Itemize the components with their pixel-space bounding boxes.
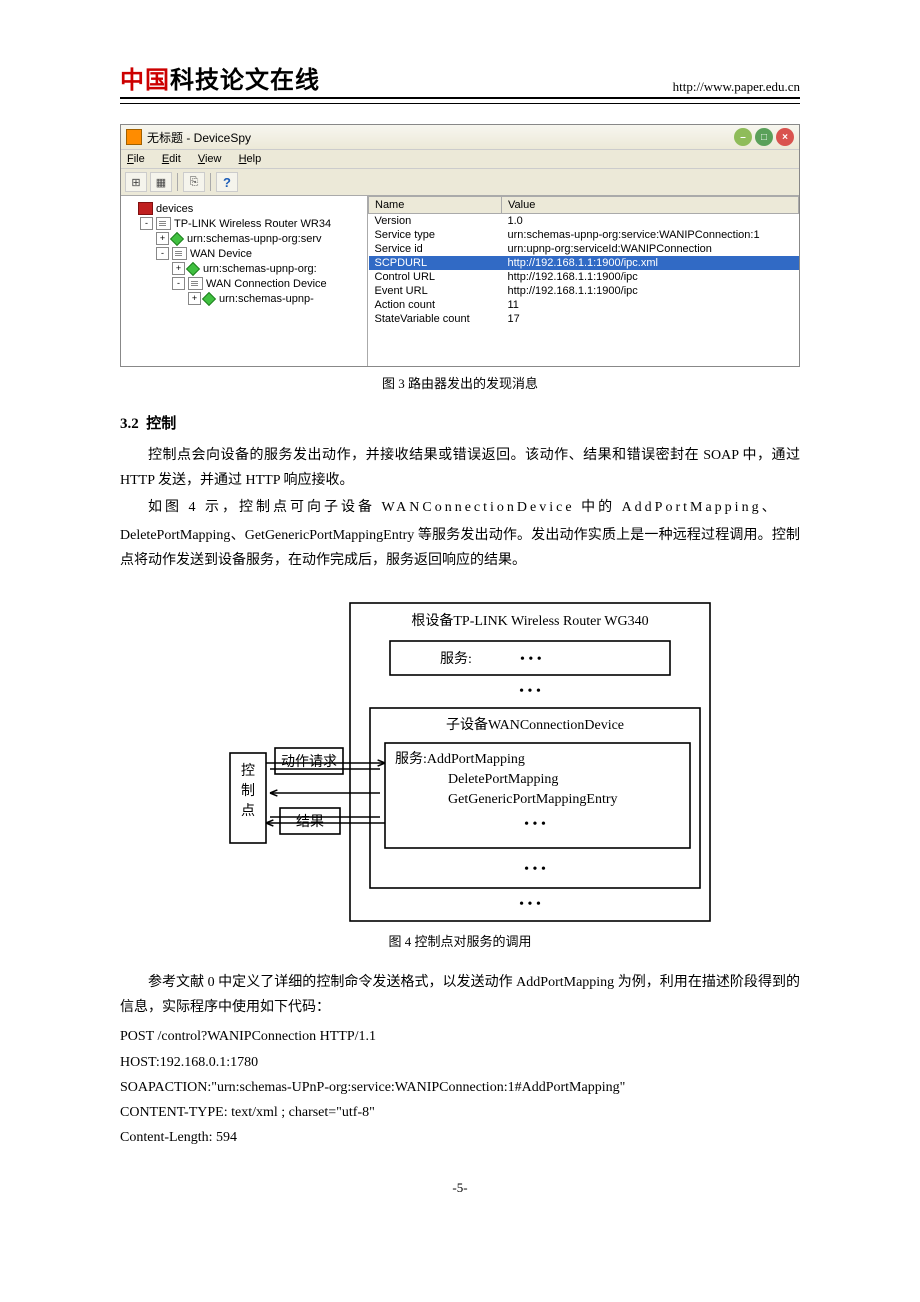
svg-text:GetGenericPortMappingEntry: GetGenericPortMappingEntry xyxy=(448,792,618,807)
section-heading-3-2: 3.2 控制 xyxy=(120,412,800,433)
tool-copy-icon[interactable]: ⎘ xyxy=(183,172,205,192)
tool-help-icon[interactable]: ? xyxy=(216,172,238,192)
maximize-button[interactable]: □ xyxy=(755,128,773,146)
table-row[interactable]: SCPDURLhttp://192.168.1.1:1900/ipc.xml xyxy=(369,256,799,270)
svg-text:DeletePortMapping: DeletePortMapping xyxy=(448,772,558,787)
menu-bar: File Edit View Help xyxy=(121,150,799,169)
menu-view[interactable]: View xyxy=(198,153,222,165)
tree-node[interactable]: -WAN Connection Device xyxy=(124,276,364,291)
tree-node[interactable]: +urn:schemas-upnp- xyxy=(124,291,364,306)
site-logo: 中国科技论文在线 xyxy=(120,60,320,95)
window-titlebar: 无标题 - DeviceSpy – □ × xyxy=(121,125,799,150)
code-block: POST /control?WANIPConnection HTTP/1.1HO… xyxy=(120,1024,800,1150)
svg-text:服务:AddPortMapping: 服务:AddPortMapping xyxy=(395,751,525,767)
svg-text:点: 点 xyxy=(241,803,255,819)
menu-help[interactable]: Help xyxy=(239,153,262,165)
svg-text:制: 制 xyxy=(241,783,255,799)
svg-text:• • •: • • • xyxy=(519,684,541,699)
svg-text:• • •: • • • xyxy=(524,817,546,832)
header-rule-thick xyxy=(120,97,800,99)
col-name[interactable]: Name xyxy=(369,197,502,214)
svg-text:根设备TP-LINK Wireless Router WG3: 根设备TP-LINK Wireless Router WG340 xyxy=(411,612,648,629)
table-row[interactable]: Action count11 xyxy=(369,298,799,312)
paragraph: 如图 4 示，控制点可向子设备 WANConnectionDevice 中的 A… xyxy=(120,495,800,520)
table-row[interactable]: Service typeurn:schemas-upnp-org:service… xyxy=(369,228,799,242)
table-row[interactable]: Control URLhttp://192.168.1.1:1900/ipc xyxy=(369,270,799,284)
tree-node[interactable]: -WAN Device xyxy=(124,246,364,261)
devicespy-window: 无标题 - DeviceSpy – □ × File Edit View Hel… xyxy=(120,124,800,367)
svg-text:• • •: • • • xyxy=(524,862,546,877)
toolbar-divider xyxy=(210,173,211,191)
tree-node[interactable]: devices xyxy=(124,201,364,216)
app-icon xyxy=(126,129,142,145)
svg-text:服务:: 服务: xyxy=(440,651,472,667)
svg-text:动作请求: 动作请求 xyxy=(281,754,337,770)
tree-node[interactable]: -TP-LINK Wireless Router WR34 xyxy=(124,216,364,231)
menu-file[interactable]: File xyxy=(127,153,145,165)
col-value[interactable]: Value xyxy=(502,197,799,214)
paragraph: 控制点会向设备的服务发出动作，并接收结果或错误返回。该动作、结果和错误密封在 S… xyxy=(120,443,800,493)
tree-node[interactable]: +urn:schemas-upnp-org: xyxy=(124,261,364,276)
properties-pane: Name Value Version1.0Service typeurn:sch… xyxy=(368,196,799,366)
figure4-caption: 图 4 控制点对服务的调用 xyxy=(120,931,800,950)
close-button[interactable]: × xyxy=(776,128,794,146)
svg-text:• • •: • • • xyxy=(520,652,542,667)
table-row[interactable]: Event URLhttp://192.168.1.1:1900/ipc xyxy=(369,284,799,298)
paragraph: DeletePortMapping、GetGenericPortMappingE… xyxy=(120,523,800,573)
menu-edit[interactable]: Edit xyxy=(162,153,181,165)
toolbar: ⊞ ▦ ⎘ ? xyxy=(121,169,799,196)
svg-text:子设备WANConnectionDevice: 子设备WANConnectionDevice xyxy=(446,716,624,733)
header-rule-thin xyxy=(120,103,800,104)
toolbar-divider xyxy=(177,173,178,191)
table-row[interactable]: Service idurn:upnp-org:serviceId:WANIPCo… xyxy=(369,242,799,256)
tree-node[interactable]: +urn:schemas-upnp-org:serv xyxy=(124,231,364,246)
figure4-diagram: 根设备TP-LINK Wireless Router WG340 服务: • • •… xyxy=(120,593,800,923)
minimize-button[interactable]: – xyxy=(734,128,752,146)
table-row[interactable]: StateVariable count17 xyxy=(369,312,799,326)
svg-text:控: 控 xyxy=(241,763,255,779)
tool-tree-icon[interactable]: ⊞ xyxy=(125,172,147,192)
paragraph: 参考文献 0 中定义了详细的控制命令发送格式，以发送动作 AddPortMapp… xyxy=(120,970,800,1020)
page-number: -5- xyxy=(120,1180,800,1196)
table-row[interactable]: Version1.0 xyxy=(369,214,799,229)
device-tree[interactable]: devices-TP-LINK Wireless Router WR34+urn… xyxy=(121,196,368,366)
svg-text:• • •: • • • xyxy=(519,897,541,912)
site-url: http://www.paper.edu.cn xyxy=(673,79,800,95)
tool-list-icon[interactable]: ▦ xyxy=(150,172,172,192)
window-title: 无标题 - DeviceSpy xyxy=(147,129,251,146)
properties-table: Name Value Version1.0Service typeurn:sch… xyxy=(368,196,799,326)
figure3-caption: 图 3 路由器发出的发现消息 xyxy=(120,373,800,392)
